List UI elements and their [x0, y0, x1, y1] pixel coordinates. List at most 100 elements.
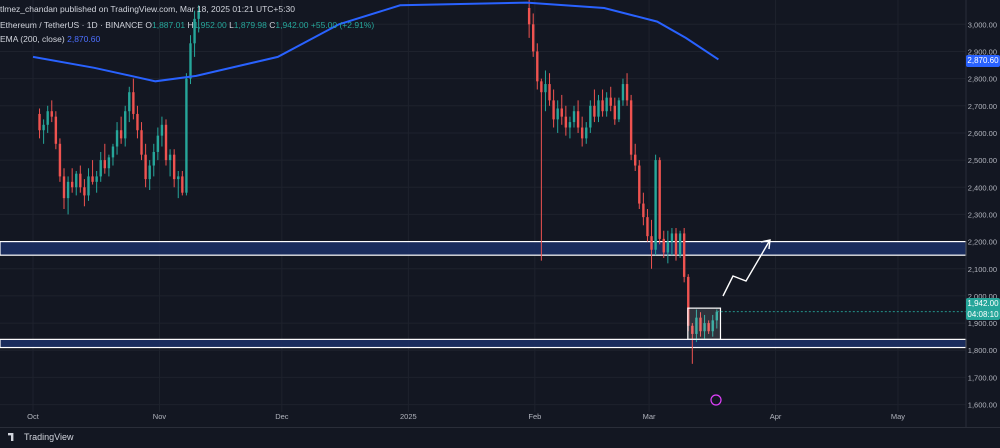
tradingview-brand[interactable]: TradingView — [8, 432, 74, 442]
candle-body — [144, 154, 147, 180]
candle-body — [585, 127, 588, 139]
x-tick-label: Mar — [643, 412, 656, 421]
candle-body — [678, 233, 682, 256]
last-price-tag: 1,942.00 04:08:10 — [966, 298, 1000, 320]
candle-body — [572, 111, 576, 123]
candle-body — [532, 24, 535, 52]
y-tick-label: 2,400.00 — [968, 183, 997, 192]
candle-body — [674, 233, 678, 256]
candle-body — [152, 151, 155, 166]
candle-body — [646, 217, 649, 237]
candle-body — [128, 92, 131, 112]
y-tick-label: 2,000.00 — [968, 292, 997, 301]
candle-body — [87, 176, 90, 196]
candle-body — [111, 146, 115, 158]
candle-body — [95, 176, 98, 182]
candle-body — [54, 116, 58, 144]
projection-arrowhead — [760, 239, 771, 250]
y-tick-label: 2,500.00 — [968, 156, 997, 165]
x-tick-label: Oct — [27, 412, 40, 421]
y-tick-label: 1,800.00 — [968, 346, 997, 355]
candle-body — [650, 236, 653, 250]
x-tick-label: Feb — [528, 412, 541, 421]
candle-body — [164, 124, 168, 161]
y-tick-label: 1,700.00 — [968, 373, 997, 382]
candle-body — [107, 157, 111, 169]
candle-body — [168, 154, 172, 161]
y-tick-label: 2,900.00 — [968, 47, 997, 56]
symbol-name[interactable]: Ethereum / TetherUS · 1D · BINANCE — [0, 20, 143, 30]
bar-countdown: 04:08:10 — [967, 310, 999, 319]
candle-body — [605, 97, 608, 112]
ema-legend: EMA (200, close) 2,870.60 — [0, 34, 100, 44]
y-tick-label: 2,800.00 — [968, 75, 997, 84]
candle-body — [589, 105, 592, 128]
candle-body — [711, 320, 714, 332]
candle-body — [715, 311, 719, 321]
candle-body — [46, 111, 49, 125]
candle-body — [140, 130, 143, 155]
candle-body — [658, 160, 661, 239]
y-tick-label: 2,100.00 — [968, 265, 997, 274]
candle-body — [613, 105, 617, 120]
y-tick-label: 2,600.00 — [968, 129, 997, 138]
publisher-text: tlmez_chandan published on TradingView.c… — [0, 4, 295, 14]
candle-body — [601, 100, 604, 112]
x-tick-label: Dec — [275, 412, 289, 421]
candle-body — [185, 78, 188, 193]
candle-body — [124, 111, 127, 139]
y-tick-label: 1,600.00 — [968, 401, 997, 410]
tradingview-logo-icon — [8, 433, 14, 441]
candle-body — [132, 92, 135, 114]
ema-label[interactable]: EMA (200, close) — [0, 34, 65, 44]
y-tick-label: 2,700.00 — [968, 102, 997, 111]
candle-body — [593, 105, 596, 117]
candle-body — [91, 176, 94, 182]
candle-body — [556, 108, 559, 120]
candle-body — [638, 165, 641, 204]
x-tick-label: May — [891, 412, 905, 421]
candle-body — [654, 160, 657, 250]
x-tick-label: 2025 — [400, 412, 417, 421]
candle-body — [629, 100, 633, 155]
candle-body — [160, 124, 164, 136]
candle-body — [70, 181, 74, 188]
candle-body — [552, 100, 555, 120]
ohlc-high: 1,952.00 — [193, 20, 227, 30]
candle-body — [703, 323, 706, 332]
candle-body — [540, 81, 543, 93]
candle-body — [617, 100, 621, 120]
last-price-value: 1,942.00 — [967, 299, 999, 308]
ohlc-change: +55.00 (+2.91%) — [310, 20, 375, 30]
candle-body — [687, 276, 690, 326]
candle-body — [197, 10, 200, 19]
candle-body — [62, 176, 66, 199]
ohlc-l-label: L — [229, 20, 234, 30]
candle-body — [99, 160, 102, 177]
candle-body — [707, 323, 710, 332]
footer-bar: TradingView — [0, 427, 1000, 448]
candle-body — [181, 176, 184, 193]
candle-body — [42, 124, 45, 131]
candle-body — [576, 111, 580, 128]
x-tick-label: Nov — [153, 412, 167, 421]
candle-body — [634, 154, 637, 166]
candle-body — [50, 111, 53, 117]
y-tick-label: 3,000.00 — [968, 20, 997, 29]
candle-body — [527, 8, 531, 25]
candle-body — [682, 233, 686, 277]
candle-body — [666, 241, 670, 253]
candle-body — [58, 143, 62, 177]
ohlc-c-label: C — [269, 20, 276, 30]
candle-body — [103, 160, 107, 169]
candle-body — [193, 18, 196, 44]
candle-body — [177, 176, 180, 180]
ohlc-open: 1,887.01 — [151, 20, 186, 30]
candle-body — [544, 84, 547, 93]
candle-body — [662, 238, 665, 253]
ema-value: 2,870.60 — [67, 34, 101, 44]
candle-body — [75, 173, 78, 188]
candle-body — [560, 108, 563, 117]
candle-body — [670, 233, 674, 242]
